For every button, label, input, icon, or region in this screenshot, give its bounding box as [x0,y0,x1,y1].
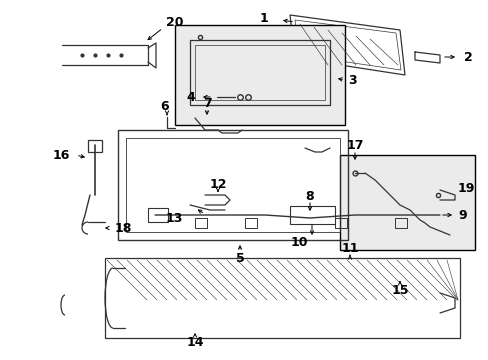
Text: 4: 4 [186,90,195,104]
Bar [148,208,168,222]
Bar [175,25,345,125]
Text: 1: 1 [259,12,267,24]
Text: 10: 10 [290,235,307,248]
Text: 5: 5 [235,252,244,265]
Bar [126,138,339,232]
Text: 9: 9 [457,208,466,221]
Text: 20: 20 [166,15,183,28]
Bar [289,206,334,224]
Text: 2: 2 [463,50,472,63]
Text: 11: 11 [341,242,358,255]
Bar [244,218,257,228]
Text: 18: 18 [115,221,132,234]
Text: 8: 8 [305,189,314,202]
Text: 16: 16 [53,149,70,162]
Text: 19: 19 [457,181,474,194]
Bar [195,45,325,100]
Text: 12: 12 [209,177,226,190]
Text: 13: 13 [165,212,183,225]
Bar [334,218,346,228]
Text: 6: 6 [161,99,169,112]
Text: 15: 15 [390,284,408,297]
Bar [195,218,206,228]
Bar [339,155,474,250]
Bar [88,140,102,152]
Text: 14: 14 [186,336,203,348]
Bar [394,218,406,228]
Bar [105,258,459,338]
Text: 17: 17 [346,139,363,152]
Bar [190,40,329,105]
Text: 7: 7 [202,96,211,109]
Text: 3: 3 [347,73,356,86]
Bar [118,130,347,240]
